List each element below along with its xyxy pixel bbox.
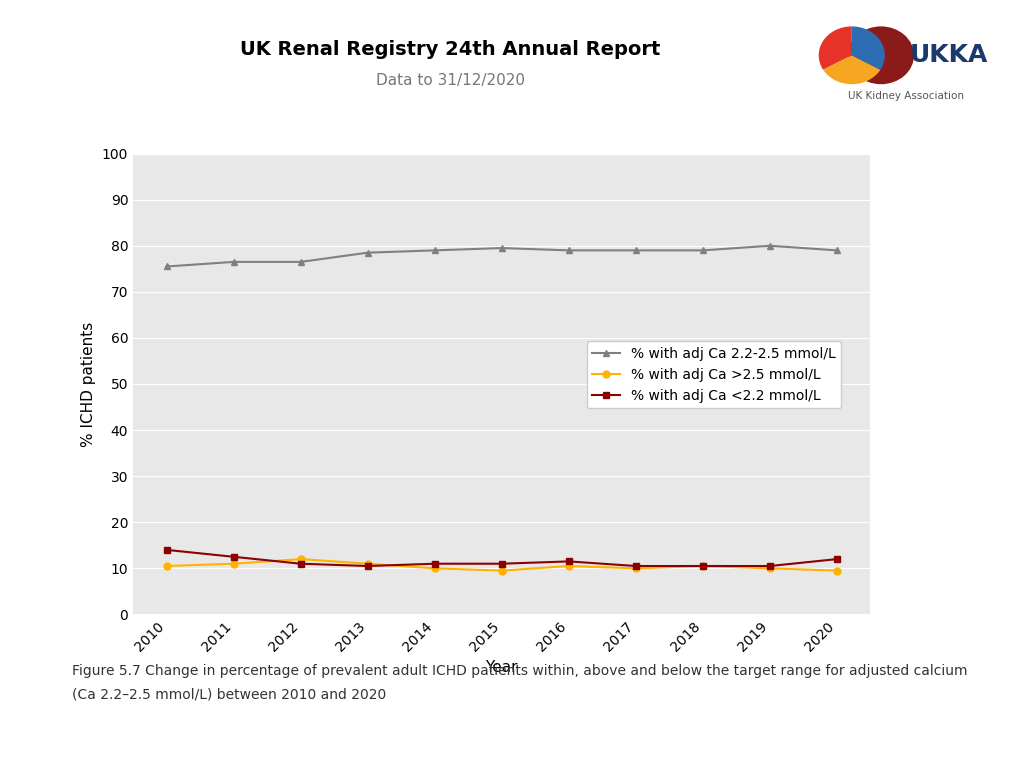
% with adj Ca >2.5 mmol/L <box>496 566 508 575</box>
% with adj Ca >2.5 mmol/L <box>630 564 642 573</box>
Wedge shape <box>819 26 852 70</box>
% with adj Ca <2.2 mmol/L <box>429 559 441 568</box>
Line: % with adj Ca >2.5 mmol/L: % with adj Ca >2.5 mmol/L <box>163 555 841 574</box>
% with adj Ca >2.5 mmol/L <box>764 564 776 573</box>
% with adj Ca <2.2 mmol/L <box>696 561 709 571</box>
% with adj Ca <2.2 mmol/L <box>295 559 307 568</box>
Text: Data to 31/12/2020: Data to 31/12/2020 <box>376 73 525 88</box>
% with adj Ca 2.2-2.5 mmol/L <box>496 243 508 253</box>
Text: Figure 5.7 Change in percentage of prevalent adult ICHD patients within, above a: Figure 5.7 Change in percentage of preva… <box>72 664 968 678</box>
% with adj Ca <2.2 mmol/L <box>764 561 776 571</box>
% with adj Ca 2.2-2.5 mmol/L <box>161 262 173 271</box>
% with adj Ca 2.2-2.5 mmol/L <box>562 246 574 255</box>
X-axis label: Year: Year <box>485 660 518 674</box>
% with adj Ca 2.2-2.5 mmol/L <box>696 246 709 255</box>
% with adj Ca 2.2-2.5 mmol/L <box>764 241 776 250</box>
% with adj Ca 2.2-2.5 mmol/L <box>295 257 307 266</box>
Wedge shape <box>823 55 881 84</box>
% with adj Ca <2.2 mmol/L <box>562 557 574 566</box>
% with adj Ca >2.5 mmol/L <box>562 561 574 571</box>
% with adj Ca >2.5 mmol/L <box>161 561 173 571</box>
Circle shape <box>848 26 914 84</box>
% with adj Ca >2.5 mmol/L <box>227 559 240 568</box>
Wedge shape <box>852 26 885 70</box>
% with adj Ca >2.5 mmol/L <box>830 566 843 575</box>
% with adj Ca >2.5 mmol/L <box>361 559 374 568</box>
Legend: % with adj Ca 2.2-2.5 mmol/L, % with adj Ca >2.5 mmol/L, % with adj Ca <2.2 mmol: % with adj Ca 2.2-2.5 mmol/L, % with adj… <box>587 341 842 409</box>
% with adj Ca <2.2 mmol/L <box>161 545 173 554</box>
% with adj Ca <2.2 mmol/L <box>496 559 508 568</box>
Text: UK Renal Registry 24th Annual Report: UK Renal Registry 24th Annual Report <box>241 41 660 59</box>
% with adj Ca <2.2 mmol/L <box>630 561 642 571</box>
% with adj Ca >2.5 mmol/L <box>295 554 307 564</box>
% with adj Ca <2.2 mmol/L <box>361 561 374 571</box>
% with adj Ca 2.2-2.5 mmol/L <box>227 257 240 266</box>
% with adj Ca 2.2-2.5 mmol/L <box>429 246 441 255</box>
Text: UK Kidney Association: UK Kidney Association <box>848 91 965 101</box>
% with adj Ca <2.2 mmol/L <box>830 554 843 564</box>
Line: % with adj Ca <2.2 mmol/L: % with adj Ca <2.2 mmol/L <box>163 546 841 570</box>
% with adj Ca <2.2 mmol/L <box>227 552 240 561</box>
% with adj Ca 2.2-2.5 mmol/L <box>361 248 374 257</box>
% with adj Ca >2.5 mmol/L <box>696 561 709 571</box>
% with adj Ca 2.2-2.5 mmol/L <box>630 246 642 255</box>
% with adj Ca >2.5 mmol/L <box>429 564 441 573</box>
Line: % with adj Ca 2.2-2.5 mmol/L: % with adj Ca 2.2-2.5 mmol/L <box>163 242 841 270</box>
Text: (Ca 2.2–2.5 mmol/L) between 2010 and 2020: (Ca 2.2–2.5 mmol/L) between 2010 and 202… <box>72 687 386 701</box>
Text: UKKA: UKKA <box>910 43 988 68</box>
Y-axis label: % ICHD patients: % ICHD patients <box>81 321 96 447</box>
% with adj Ca 2.2-2.5 mmol/L <box>830 246 843 255</box>
